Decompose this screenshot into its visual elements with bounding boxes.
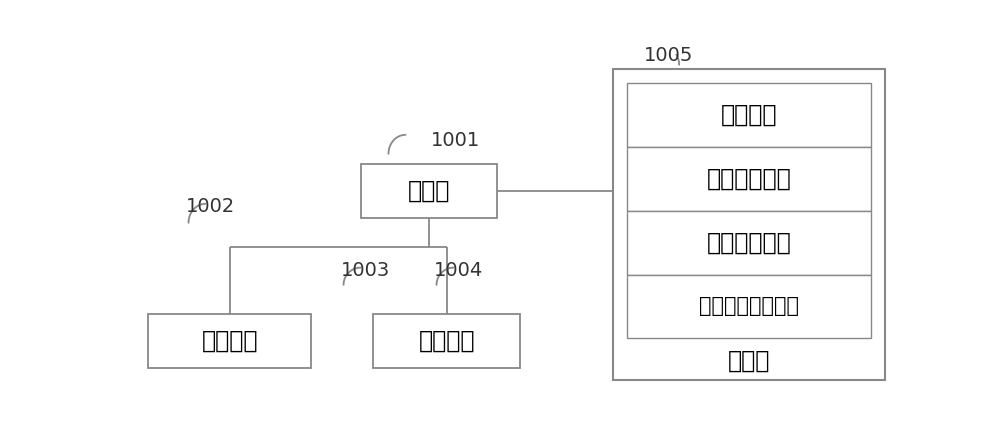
Bar bbox=[373, 314, 520, 368]
Text: 1004: 1004 bbox=[433, 261, 483, 280]
Text: 1002: 1002 bbox=[185, 197, 235, 216]
Bar bbox=[627, 211, 871, 275]
Text: 用户接口模块: 用户接口模块 bbox=[706, 231, 791, 254]
Text: 1001: 1001 bbox=[431, 131, 480, 151]
Text: 操作系统: 操作系统 bbox=[721, 103, 777, 127]
Text: 1005: 1005 bbox=[644, 46, 694, 65]
Bar bbox=[361, 164, 497, 218]
Bar bbox=[148, 314, 311, 368]
Text: 处理器: 处理器 bbox=[408, 179, 450, 203]
Text: 网络操作控制程序: 网络操作控制程序 bbox=[699, 297, 799, 316]
Text: 用户接口: 用户接口 bbox=[201, 329, 258, 353]
Bar bbox=[627, 275, 871, 338]
Bar bbox=[613, 69, 885, 380]
Bar bbox=[627, 147, 871, 211]
Text: 1003: 1003 bbox=[340, 261, 390, 280]
Text: 网络通信模块: 网络通信模块 bbox=[706, 167, 791, 191]
Bar bbox=[627, 83, 871, 147]
Text: 网络接口: 网络接口 bbox=[418, 329, 475, 353]
Text: 存储器: 存储器 bbox=[728, 349, 770, 373]
